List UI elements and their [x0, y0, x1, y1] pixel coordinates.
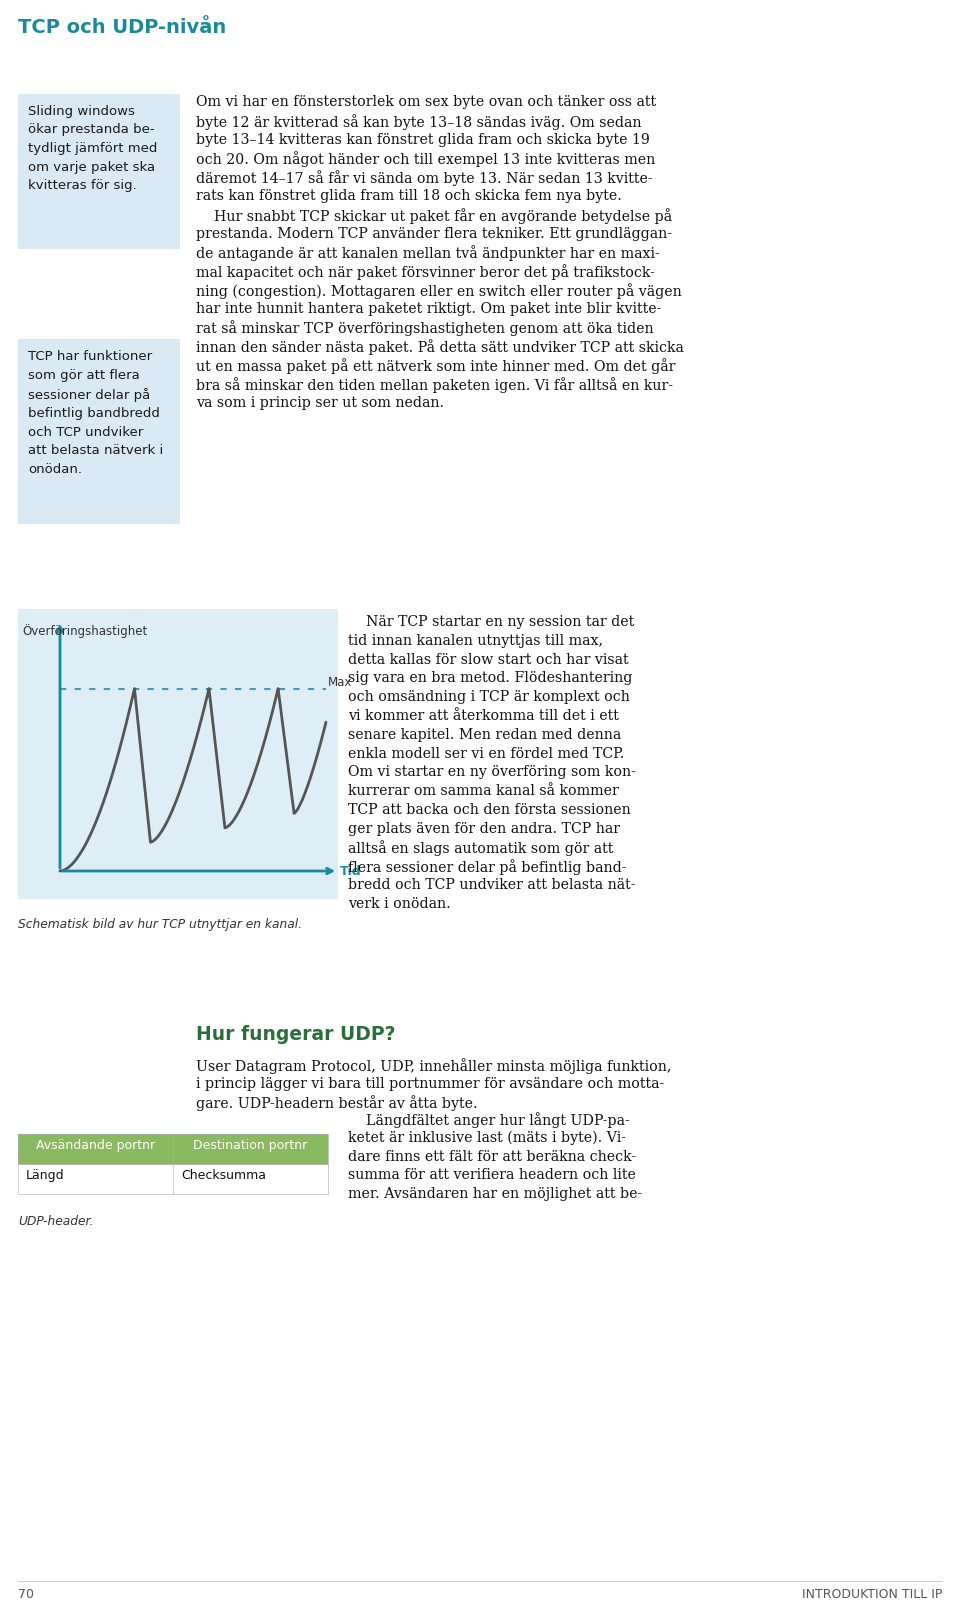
Text: gare. UDP-headern består av åtta byte.: gare. UDP-headern består av åtta byte.: [196, 1094, 478, 1110]
Bar: [18, 1135, 328, 1165]
Text: Överföringshastighet: Överföringshastighet: [22, 624, 147, 638]
Text: innan den sänder nästa paket. På detta sätt undviker TCP att skicka: innan den sänder nästa paket. På detta s…: [196, 339, 684, 355]
Text: Schematisk bild av hur TCP utnyttjar en kanal.: Schematisk bild av hur TCP utnyttjar en …: [18, 918, 302, 930]
Bar: [18, 95, 180, 249]
Text: Destination portnr: Destination portnr: [193, 1138, 307, 1151]
Text: sig vara en bra metod. Flödeshantering: sig vara en bra metod. Flödeshantering: [348, 672, 633, 685]
Text: Hur snabbt TCP skickar ut paket får en avgörande betydelse på: Hur snabbt TCP skickar ut paket får en a…: [196, 207, 672, 223]
Text: summa för att verifiera headern och lite: summa för att verifiera headern och lite: [348, 1168, 636, 1181]
Text: va som i princip ser ut som nedan.: va som i princip ser ut som nedan.: [196, 395, 444, 410]
Text: tid innan kanalen utnyttjas till max,: tid innan kanalen utnyttjas till max,: [348, 633, 603, 648]
Text: de antagande är att kanalen mellan två ändpunkter har en maxi-: de antagande är att kanalen mellan två ä…: [196, 246, 660, 260]
Text: ut en massa paket på ett nätverk som inte hinner med. Om det går: ut en massa paket på ett nätverk som int…: [196, 358, 676, 374]
Text: Sliding windows
ökar prestanda be-
tydligt jämfört med
om varje paket ska
kvitte: Sliding windows ökar prestanda be- tydli…: [28, 104, 157, 191]
Text: verk i onödan.: verk i onödan.: [348, 897, 451, 911]
Text: Längdfältet anger hur långt UDP-pa-: Längdfältet anger hur långt UDP-pa-: [348, 1112, 630, 1127]
Bar: [18, 1165, 328, 1194]
Text: ketet är inklusive last (mäts i byte). Vi-: ketet är inklusive last (mäts i byte). V…: [348, 1130, 626, 1144]
Text: Max: Max: [328, 675, 352, 688]
Bar: [18, 609, 338, 900]
Text: flera sessioner delar på befintlig band-: flera sessioner delar på befintlig band-: [348, 858, 627, 874]
Text: TCP och UDP-nivån: TCP och UDP-nivån: [18, 18, 227, 37]
Text: Om vi har en fönsterstorlek om sex byte ovan och tänker oss att: Om vi har en fönsterstorlek om sex byte …: [196, 95, 656, 109]
Text: vi kommer att återkomma till det i ett: vi kommer att återkomma till det i ett: [348, 709, 619, 723]
Text: User Datagram Protocol, UDP, innehåller minsta möjliga funktion,: User Datagram Protocol, UDP, innehåller …: [196, 1057, 671, 1073]
Text: däremot 14–17 så får vi sända om byte 13. När sedan 13 kvitte-: däremot 14–17 så får vi sända om byte 13…: [196, 170, 653, 186]
Text: TCP att backa och den första sessionen: TCP att backa och den första sessionen: [348, 802, 631, 816]
Text: bra så minskar den tiden mellan paketen igen. Vi får alltså en kur-: bra så minskar den tiden mellan paketen …: [196, 376, 673, 392]
Text: alltså en slags automatik som gör att: alltså en slags automatik som gör att: [348, 840, 613, 857]
Text: dare finns ett fält för att beräkna check-: dare finns ett fält för att beräkna chec…: [348, 1149, 636, 1163]
Text: mer. Avsändaren har en möjlighet att be-: mer. Avsändaren har en möjlighet att be-: [348, 1186, 642, 1200]
Text: Längd: Längd: [26, 1168, 64, 1181]
Text: Om vi startar en ny överföring som kon-: Om vi startar en ny överföring som kon-: [348, 765, 636, 779]
Text: 70: 70: [18, 1588, 34, 1601]
Text: detta kallas för slow start och har visat: detta kallas för slow start och har visa…: [348, 652, 629, 667]
Text: bredd och TCP undviker att belasta nät-: bredd och TCP undviker att belasta nät-: [348, 877, 636, 892]
Text: kurrerar om samma kanal så kommer: kurrerar om samma kanal så kommer: [348, 784, 619, 797]
Bar: [18, 1135, 328, 1165]
Text: i princip lägger vi bara till portnummer för avsändare och motta-: i princip lägger vi bara till portnummer…: [196, 1077, 664, 1090]
Text: rat så minskar TCP överföringshastigheten genom att öka tiden: rat så minskar TCP överföringshastighete…: [196, 320, 654, 336]
Text: byte 13–14 kvitteras kan fönstret glida fram och skicka byte 19: byte 13–14 kvitteras kan fönstret glida …: [196, 132, 650, 146]
Text: Tid: Tid: [340, 865, 362, 877]
Text: och 20. Om något händer och till exempel 13 inte kvitteras men: och 20. Om något händer och till exempel…: [196, 151, 656, 167]
Text: Avsändande portnr: Avsändande portnr: [36, 1138, 156, 1151]
Text: UDP-header.: UDP-header.: [18, 1215, 93, 1228]
Text: och omsändning i TCP är komplext och: och omsändning i TCP är komplext och: [348, 689, 630, 704]
Text: senare kapitel. Men redan med denna: senare kapitel. Men redan med denna: [348, 728, 621, 741]
Text: ger plats även för den andra. TCP har: ger plats även för den andra. TCP har: [348, 821, 620, 836]
Text: enkla modell ser vi en fördel med TCP.: enkla modell ser vi en fördel med TCP.: [348, 746, 624, 760]
Text: prestanda. Modern TCP använder flera tekniker. Ett grundläggan-: prestanda. Modern TCP använder flera tek…: [196, 227, 672, 241]
Text: INTRODUKTION TILL IP: INTRODUKTION TILL IP: [802, 1588, 942, 1601]
Text: ning (congestion). Mottagaren eller en switch eller router på vägen: ning (congestion). Mottagaren eller en s…: [196, 283, 682, 299]
Text: Hur fungerar UDP?: Hur fungerar UDP?: [196, 1024, 396, 1043]
Text: har inte hunnit hantera paketet riktigt. Om paket inte blir kvitte-: har inte hunnit hantera paketet riktigt.…: [196, 302, 661, 315]
Text: byte 12 är kvitterad så kan byte 13–18 sändas iväg. Om sedan: byte 12 är kvitterad så kan byte 13–18 s…: [196, 114, 641, 130]
Text: Checksumma: Checksumma: [181, 1168, 266, 1181]
Text: När TCP startar en ny session tar det: När TCP startar en ny session tar det: [348, 614, 635, 628]
Text: mal kapacitet och när paket försvinner beror det på trafikstock-: mal kapacitet och när paket försvinner b…: [196, 264, 655, 280]
Text: rats kan fönstret glida fram till 18 och skicka fem nya byte.: rats kan fönstret glida fram till 18 och…: [196, 190, 622, 202]
Bar: [18, 339, 180, 524]
Text: TCP har funktioner
som gör att flera
sessioner delar på
befintlig bandbredd
och : TCP har funktioner som gör att flera ses…: [28, 350, 163, 476]
